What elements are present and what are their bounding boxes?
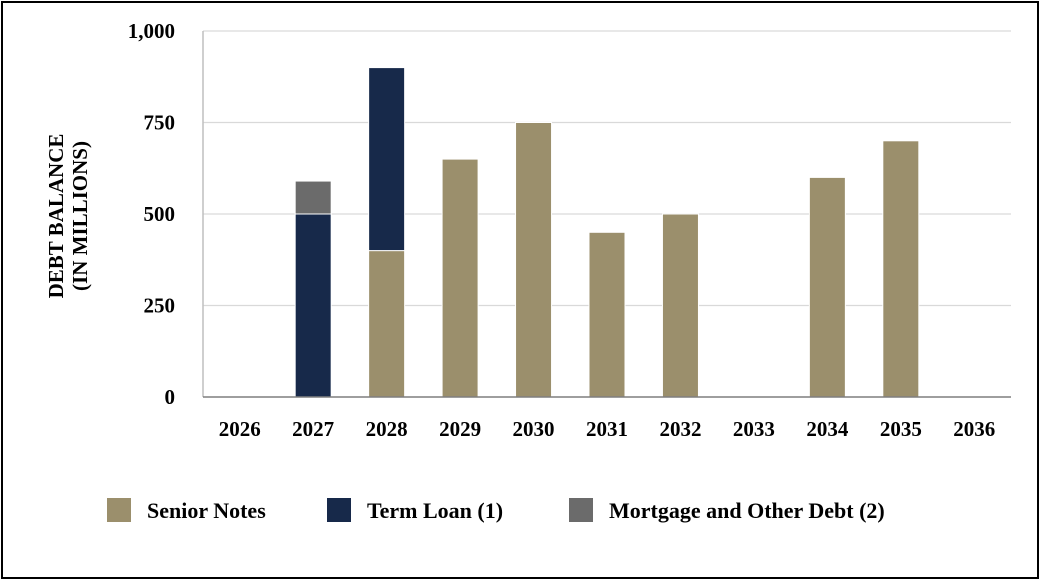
bar-2032-series-0 — [661, 213, 699, 398]
bar-2029-series-0 — [441, 158, 479, 398]
y-tick-labels: 0 250 500 750 1,000 — [128, 19, 175, 409]
legend-label-2: Mortgage and Other Debt (2) — [609, 498, 885, 523]
axes — [202, 31, 1011, 398]
legend-swatch-0 — [107, 498, 131, 522]
x-tick-label-2035: 2035 — [880, 417, 922, 441]
x-tick-label-2032: 2032 — [659, 417, 701, 441]
y-axis-label: DEBT BALANCE (IN MILLIONS) — [44, 134, 92, 299]
y-tick-label-1: 250 — [144, 294, 176, 318]
bar-2031-series-0 — [588, 231, 626, 398]
bar-2034-series-0 — [808, 176, 846, 398]
x-tick-label-2033: 2033 — [733, 417, 775, 441]
y-axis-label-line-2: (IN MILLIONS) — [68, 141, 92, 291]
legend-swatch-1 — [327, 498, 351, 522]
x-tick-label-2030: 2030 — [513, 417, 555, 441]
debt-maturity-chart: 0 250 500 750 1,000 2026 2027 2028 2029 2030 2031… — [44, 19, 1011, 523]
y-axis-label-line-1: DEBT BALANCE — [44, 134, 68, 299]
bar-2030-series-0 — [515, 122, 553, 398]
bar-2028-series-1 — [368, 67, 406, 252]
bar-2027-series-1 — [294, 213, 332, 398]
bar-2028-series-0 — [368, 250, 406, 398]
bars — [294, 67, 920, 398]
x-tick-label-2036: 2036 — [953, 417, 995, 441]
y-tick-label-3: 750 — [144, 111, 176, 135]
x-tick-labels: 2026 2027 2028 2029 2030 2031 2032 2033 2034 2035… — [219, 417, 996, 441]
y-tick-label-2: 500 — [144, 202, 176, 226]
x-tick-label-2028: 2028 — [366, 417, 408, 441]
x-tick-label-2034: 2034 — [806, 417, 849, 441]
bar-2035-series-0 — [882, 140, 920, 398]
y-tick-label-4: 1,000 — [128, 19, 175, 43]
legend: Senior Notes Term Loan (1) Mortgage and Ot… — [107, 498, 885, 523]
legend-label-0: Senior Notes — [147, 498, 266, 523]
x-tick-label-2029: 2029 — [439, 417, 481, 441]
y-tick-label-0: 0 — [165, 385, 176, 409]
x-tick-label-2027: 2027 — [292, 417, 334, 441]
x-tick-label-2031: 2031 — [586, 417, 628, 441]
bar-2027-series-2 — [294, 180, 332, 215]
legend-swatch-2 — [569, 498, 593, 522]
x-tick-label-2026: 2026 — [219, 417, 261, 441]
legend-label-1: Term Loan (1) — [367, 498, 503, 523]
